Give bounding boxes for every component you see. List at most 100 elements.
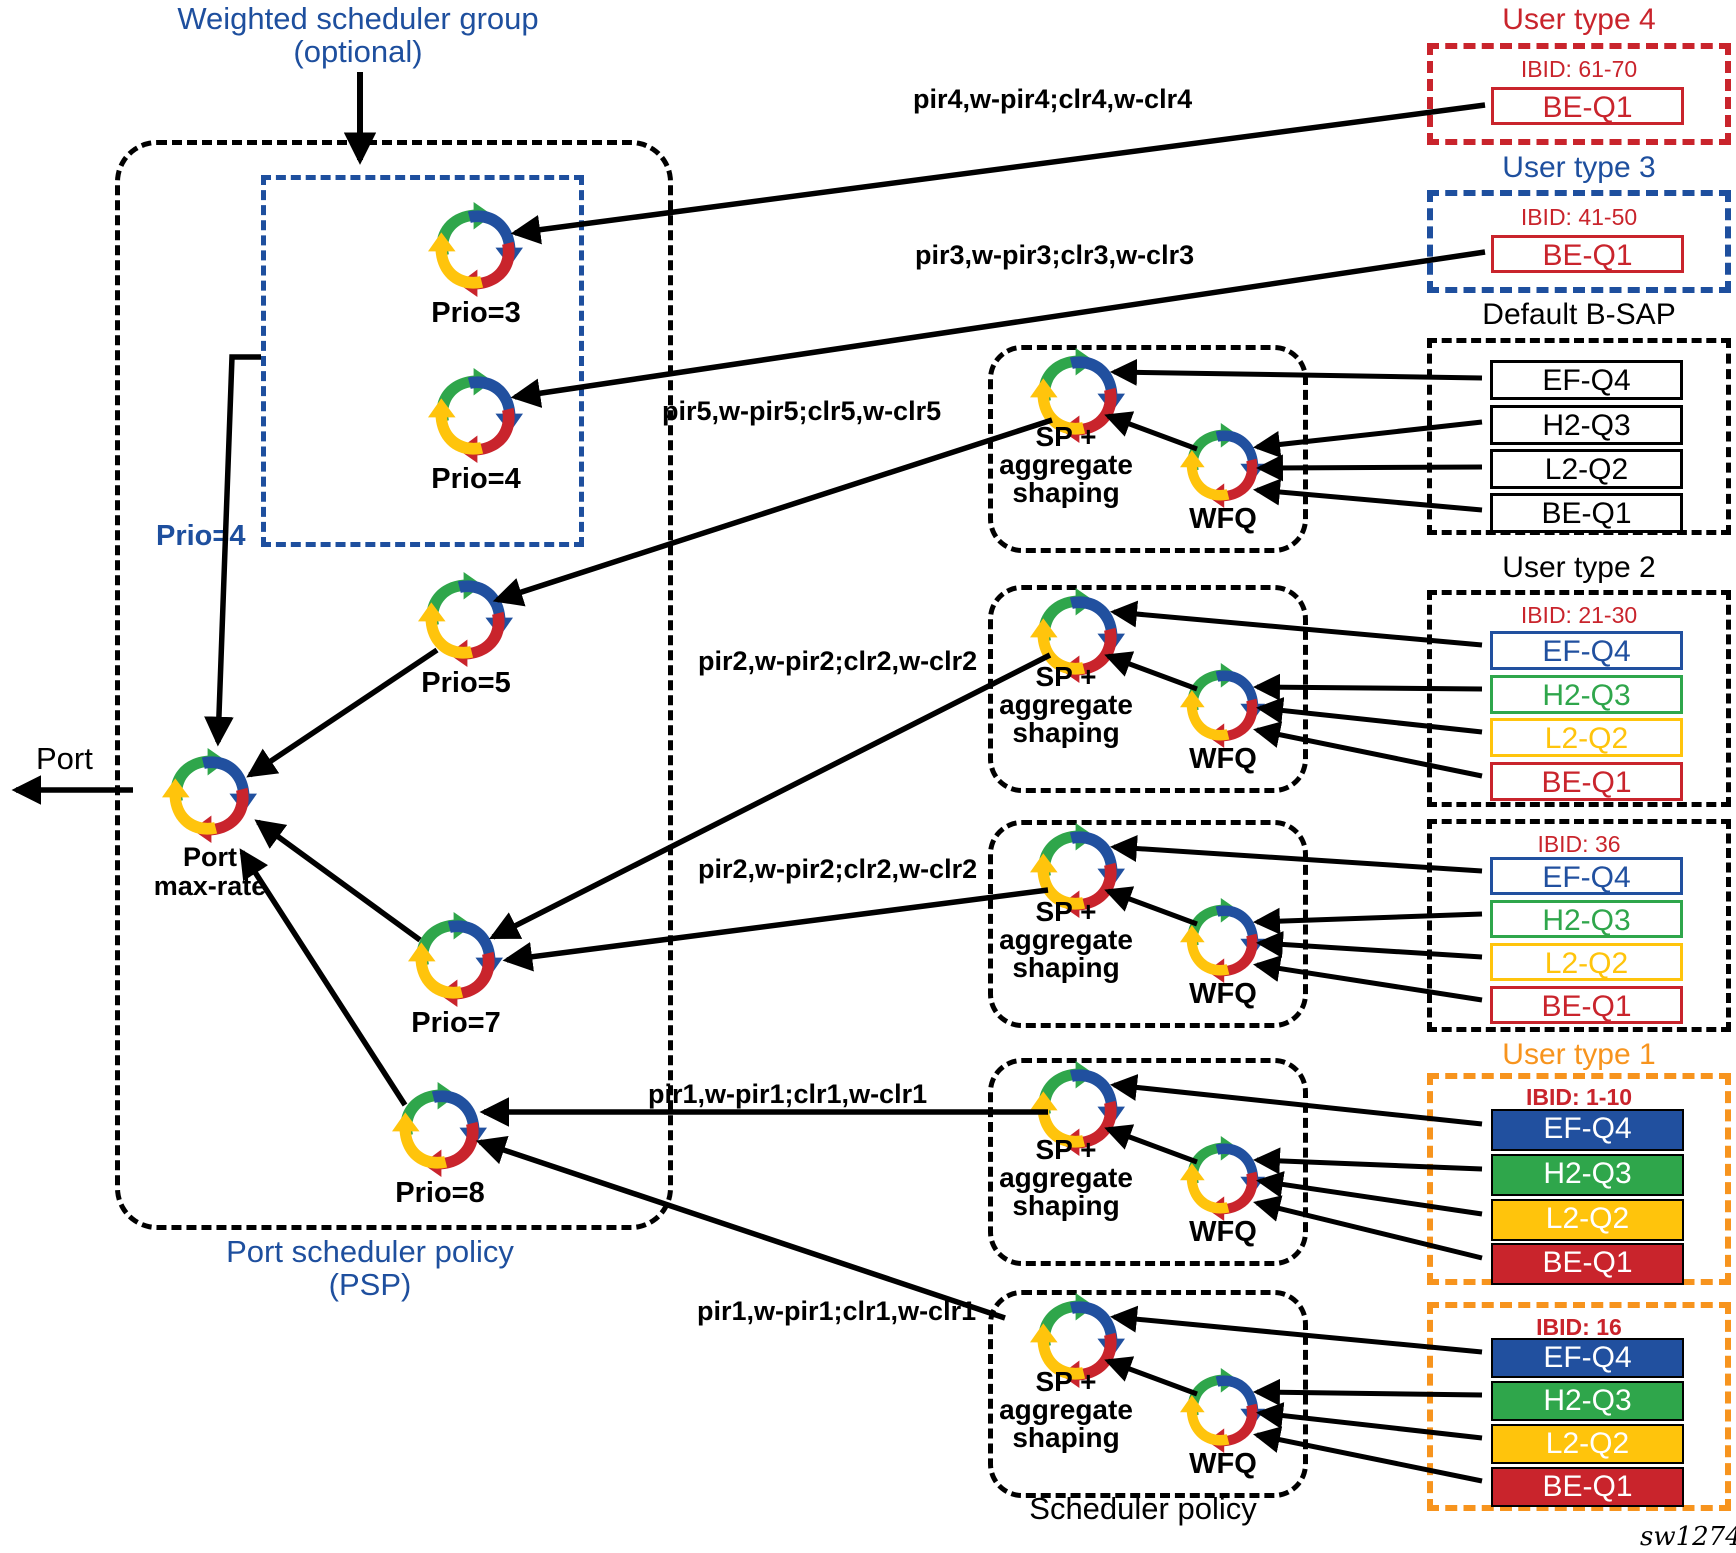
scheduler-prio5-label: Prio=5 [421,667,511,699]
queue-be-q1: BE-Q1 [1490,493,1683,533]
sp-label-line2: aggregate [999,449,1133,480]
queue-ef-q4: EF-Q4 [1491,1109,1684,1151]
default-b-sap-box: EF-Q4 H2-Q3 L2-Q2 BE-Q1 [1427,338,1731,535]
scheduler-pinwheel-icon [418,572,513,667]
queue-l2-q2: L2-Q2 [1490,943,1683,981]
group-priority-label: Prio=4 [156,520,246,552]
user-type-3-title: User type 3 [1502,151,1656,184]
sp-label-line3: shaping [1012,717,1120,748]
queue-h2-q3: H2-Q3 [1491,1381,1684,1421]
scheduler-pinwheel-icon [428,202,523,297]
queue-ef-q4: EF-Q4 [1490,360,1683,400]
scheduler-prio4-label: Prio=4 [431,463,521,495]
queue-l2-q2: L2-Q2 [1491,1199,1684,1241]
flow-label-pir3: pir3,w-pir3;clr3,w-clr3 [915,240,1195,270]
user-type-2-ibid: IBID: 21-30 [1520,602,1638,628]
sp-aggregate-shaping-label-5: SP + aggregate shaping [976,1368,1156,1452]
user-type-1-box: IBID: 1-10 EF-Q4 H2-Q3 L2-Q2 BE-Q1 [1427,1073,1731,1285]
sp-label-line1: SP + [1035,421,1097,452]
user-type-1-title: User type 1 [1502,1038,1656,1071]
port-max-rate-label-line1: Port [183,842,237,872]
queue-h2-q3: H2-Q3 [1491,1154,1684,1196]
scheduler-pinwheel-icon [162,748,257,843]
flow-label-pir2-lower: pir2,w-pir2;clr2,w-clr2 [698,854,978,884]
psp-caption: Port scheduler policy (PSP) [170,1235,570,1301]
sp-label-line2: aggregate [999,1394,1133,1425]
wfq-scheduler-1 [1180,423,1265,508]
scheduler-prio7: Prio=7 [408,912,546,1040]
queue-h2-q3: H2-Q3 [1490,675,1683,714]
queue-l2-q2: L2-Q2 [1491,1424,1684,1464]
flow-label-pir1-upper: pir1,w-pir1;clr1,w-clr1 [648,1079,928,1109]
sp-label-line3: shaping [1012,952,1120,983]
port-max-rate-label-line2: max-rate [153,871,267,901]
wfq-pinwheel-icon [1180,423,1265,508]
queue-be-q1: BE-Q1 [1491,1467,1684,1507]
weighted-scheduler-group-title-line1: Weighted scheduler group [177,1,539,36]
wfq-scheduler-4 [1180,1136,1265,1221]
wfq-label-3: WFQ [1189,978,1257,1010]
queue-ef-q4: EF-Q4 [1490,857,1683,895]
wfq-pinwheel-icon [1180,1368,1265,1453]
queue-l2-q2: L2-Q2 [1490,449,1683,489]
ibid-16-box: IBID: 16 EF-Q4 H2-Q3 L2-Q2 BE-Q1 [1427,1302,1731,1511]
scheduler-prio8-label: Prio=8 [395,1177,485,1209]
weighted-scheduler-group-title: Weighted scheduler group (optional) [133,2,583,68]
ibid-16-label: IBID: 16 [1536,1314,1622,1340]
sp-label-line2: aggregate [999,1162,1133,1193]
queue-l2-q2: L2-Q2 [1490,718,1683,757]
wfq-label-2: WFQ [1189,743,1257,775]
wfq-scheduler-5 [1180,1368,1265,1453]
psp-caption-line1: Port scheduler policy [226,1234,514,1269]
queue-ef-q4: EF-Q4 [1491,1338,1684,1378]
wfq-pinwheel-icon [1180,1136,1265,1221]
queue-be-q1: BE-Q1 [1491,1243,1684,1285]
weighted-scheduler-group-title-line2: (optional) [293,34,423,69]
scheduler-prio3-label: Prio=3 [431,297,521,329]
sp-aggregate-shaping-label-3: SP + aggregate shaping [976,898,1156,982]
scheduler-pinwheel-icon [428,368,523,463]
queue-h2-q3: H2-Q3 [1490,900,1683,938]
wfq-label-4: WFQ [1189,1216,1257,1248]
figure-id-watermark: sw1274 [1640,1522,1736,1552]
user-type-4-title: User type 4 [1502,3,1656,36]
user-type-2-box: IBID: 21-30 EF-Q4 H2-Q3 L2-Q2 BE-Q1 [1427,590,1731,807]
scheduler-pinwheel-icon [392,1082,487,1177]
queue-be-q1: BE-Q1 [1491,235,1684,273]
wfq-pinwheel-icon [1180,898,1265,983]
flow-label-pir2-upper: pir2,w-pir2;clr2,w-clr2 [698,646,978,676]
scheduler-port-max-rate: Port max-rate [154,748,310,901]
user-type-4-box: IBID: 61-70 BE-Q1 [1427,43,1731,145]
psp-caption-line2: (PSP) [328,1267,412,1302]
default-b-sap-title: Default B-SAP [1482,298,1676,331]
user-type-3-ibid: IBID: 41-50 [1520,204,1638,230]
sp-aggregate-shaping-label-4: SP + aggregate shaping [976,1136,1156,1220]
scheduler-prio8: Prio=8 [392,1082,530,1210]
port-label: Port [36,741,93,776]
queue-be-q1: BE-Q1 [1490,762,1683,801]
scheduler-policy-caption: Scheduler policy [1029,1491,1257,1526]
sp-label-line1: SP + [1035,1134,1097,1165]
sp-label-line1: SP + [1035,896,1097,927]
flow-label-pir4: pir4,w-pir4;clr4,w-clr4 [913,84,1193,114]
scheduler-prio5: Prio=5 [418,572,556,700]
sp-label-line1: SP + [1035,1366,1097,1397]
queue-ef-q4: EF-Q4 [1490,631,1683,670]
user-type-4-ibid: IBID: 61-70 [1520,56,1638,82]
wfq-scheduler-2 [1180,663,1265,748]
flow-label-pir5: pir5,w-pir5;clr5,w-clr5 [662,396,942,426]
wfq-scheduler-3 [1180,898,1265,983]
wfq-label-1: WFQ [1189,503,1257,535]
user-type-1-ibid: IBID: 1-10 [1525,1084,1633,1110]
ibid-36-box: IBID: 36 EF-Q4 H2-Q3 L2-Q2 BE-Q1 [1427,819,1731,1032]
ibid-36-label: IBID: 36 [1537,831,1621,857]
wfq-label-5: WFQ [1189,1448,1257,1480]
scheduler-prio4: Prio=4 [428,368,566,496]
sp-label-line3: shaping [1012,1422,1120,1453]
sp-label-line1: SP + [1035,661,1097,692]
sp-label-line3: shaping [1012,1190,1120,1221]
wfq-pinwheel-icon [1180,663,1265,748]
sp-label-line2: aggregate [999,924,1133,955]
queue-be-q1: BE-Q1 [1490,986,1683,1024]
